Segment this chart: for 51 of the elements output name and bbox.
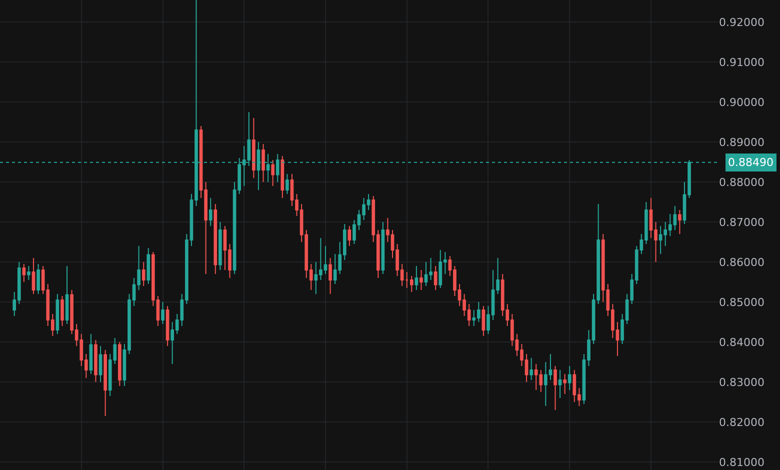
candlestick — [328, 258, 332, 294]
candlestick — [262, 144, 265, 182]
candlestick — [554, 366, 557, 410]
y-tick-label: 0.88000 — [719, 176, 764, 189]
y-tick-label: 0.84000 — [719, 336, 764, 349]
y-tick-label: 0.86000 — [719, 256, 764, 269]
candlestick — [218, 222, 222, 270]
y-tick-label: 0.83000 — [719, 376, 764, 389]
candlestick — [214, 204, 218, 274]
candlestick — [104, 350, 107, 416]
candlestick — [381, 222, 385, 274]
candlestick — [410, 276, 414, 292]
candlestick — [286, 174, 289, 194]
candlestick — [280, 156, 284, 198]
candlestick — [420, 270, 423, 290]
candlestick — [208, 198, 212, 226]
candlestick — [98, 346, 102, 382]
y-tick-label: 0.89000 — [719, 136, 764, 149]
y-tick-label: 0.81000 — [719, 456, 764, 469]
candlestick — [161, 302, 164, 324]
y-tick-label: 0.87000 — [719, 216, 764, 229]
candlestick — [414, 266, 418, 290]
candlestick — [678, 210, 682, 234]
y-tick-label: 0.85000 — [719, 296, 764, 309]
candlestick — [348, 226, 352, 246]
candlestick — [568, 366, 572, 390]
candlestick — [65, 266, 69, 324]
candlestick — [146, 248, 150, 284]
candlestick — [142, 262, 146, 286]
candlestick — [558, 370, 562, 398]
candlestick — [36, 264, 40, 294]
candlestick — [271, 160, 275, 186]
y-tick-label: 0.92000 — [719, 16, 764, 29]
candlestick — [89, 334, 93, 374]
candlestick — [56, 294, 60, 334]
y-tick-label: 0.91000 — [719, 56, 764, 69]
candlestick — [60, 296, 64, 326]
candlestick — [166, 306, 170, 346]
y-tick-label: 0.82000 — [719, 416, 764, 429]
candlestick — [94, 340, 98, 382]
candlestick — [563, 374, 566, 394]
candlestick — [32, 258, 36, 294]
candlestick — [118, 342, 122, 386]
candlestick — [530, 358, 533, 380]
candlestick — [27, 266, 30, 280]
y-tick-label: 0.90000 — [719, 96, 764, 109]
candlestick — [434, 266, 438, 290]
ref-line-label: 0.88490 — [728, 156, 774, 169]
candlestick — [252, 118, 256, 178]
candlestick — [482, 306, 486, 336]
candlestick — [22, 264, 26, 282]
